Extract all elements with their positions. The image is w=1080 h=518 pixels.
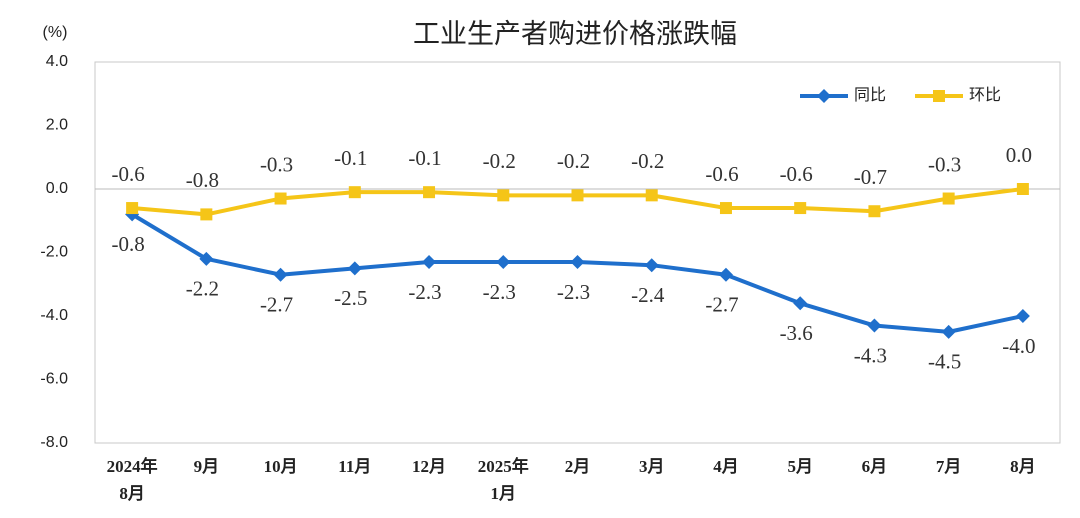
x-tick-label: 4月 [713, 457, 739, 476]
y-unit: (%) [43, 24, 68, 41]
data-label: -2.3 [408, 280, 441, 304]
data-label: -0.8 [111, 232, 144, 256]
x-tick-label: 12月 [412, 457, 446, 476]
point [868, 205, 881, 218]
point [496, 255, 511, 270]
point [274, 192, 287, 205]
x-tick-label: 2024年 8月 [107, 456, 158, 503]
point [644, 258, 659, 273]
x-tick-label: 8月 [1010, 457, 1036, 476]
point [273, 267, 288, 282]
data-label: -0.3 [928, 152, 961, 176]
point [1016, 183, 1029, 195]
chart-title: 工业生产者购进价格涨跌幅 [413, 19, 737, 49]
data-label: -0.1 [334, 146, 367, 170]
point [570, 255, 585, 270]
x-tick-label: 2025年 1月 [478, 456, 529, 503]
point [200, 208, 213, 221]
point [645, 189, 658, 202]
x-tick-label: 11月 [338, 457, 371, 476]
point [348, 186, 361, 199]
point [719, 202, 732, 215]
legend-label: 同比 [854, 86, 886, 104]
data-label: -2.2 [186, 277, 219, 301]
data-label: -4.5 [928, 350, 961, 374]
data-label: -4.0 [1002, 334, 1035, 358]
point [571, 189, 584, 202]
point [941, 324, 956, 339]
point [794, 202, 807, 215]
data-label: -0.6 [705, 162, 738, 186]
data-label: 0.0 [1006, 143, 1032, 167]
point [793, 296, 808, 311]
x-tick-label: 7月 [936, 457, 962, 476]
point [867, 318, 882, 333]
data-label: -2.3 [557, 280, 590, 304]
y-tick-label: 0.0 [46, 180, 68, 197]
y-tick-label: -4.0 [40, 307, 68, 324]
data-label: -2.7 [260, 293, 293, 317]
y-tick-label: 2.0 [46, 117, 68, 134]
point [347, 261, 362, 276]
y-tick-label: -8.0 [40, 434, 68, 451]
plot-frame [94, 61, 1061, 444]
data-label: -0.6 [111, 162, 144, 186]
data-label: -2.4 [631, 283, 665, 307]
data-label: -2.7 [705, 293, 738, 317]
point [423, 186, 436, 199]
point [199, 251, 214, 266]
data-label: -0.8 [186, 168, 219, 192]
point [942, 192, 955, 205]
y-tick-label: -2.0 [40, 244, 68, 261]
legend-marker [933, 90, 945, 102]
data-label: -3.6 [780, 321, 813, 345]
x-tick-label: 10月 [264, 457, 298, 476]
x-tick-label: 5月 [787, 457, 813, 476]
data-label: -0.3 [260, 152, 293, 176]
point [1015, 309, 1030, 323]
legend-marker [817, 89, 831, 103]
y-tick-label: 4.0 [46, 53, 68, 70]
x-tick-label: 6月 [862, 457, 888, 476]
data-label: -0.1 [408, 146, 441, 170]
data-label: -0.6 [780, 162, 813, 186]
data-label: -2.3 [483, 280, 516, 304]
data-label: -2.5 [334, 286, 367, 310]
data-label: -4.3 [854, 343, 887, 367]
data-label: -0.2 [631, 149, 664, 173]
point [718, 267, 733, 282]
point [422, 255, 437, 270]
y-tick-label: -6.0 [40, 371, 68, 388]
x-tick-label: 2月 [565, 457, 591, 476]
point [497, 189, 510, 202]
x-tick-label: 9月 [194, 457, 220, 476]
data-label: -0.2 [483, 149, 516, 173]
data-label: -0.2 [557, 149, 590, 173]
x-tick-label: 3月 [639, 457, 665, 476]
point [126, 202, 139, 215]
legend-label: 环比 [969, 86, 1001, 104]
data-label: -0.7 [854, 165, 887, 189]
